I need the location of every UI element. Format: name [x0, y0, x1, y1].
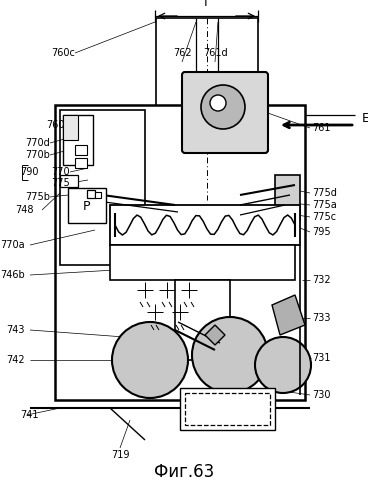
Text: 746b: 746b: [0, 270, 25, 280]
Bar: [63, 115, 78, 140]
Text: 733: 733: [312, 313, 330, 323]
Text: 790: 790: [20, 167, 39, 177]
Text: 775a: 775a: [312, 200, 337, 210]
Bar: [180, 388, 275, 430]
Text: 731: 731: [312, 353, 330, 363]
Text: 770a: 770a: [0, 240, 25, 250]
Bar: [275, 175, 300, 220]
Text: I: I: [204, 0, 208, 9]
Bar: [75, 158, 87, 168]
Bar: [110, 245, 295, 280]
Bar: [60, 175, 78, 187]
Text: 730: 730: [312, 390, 330, 400]
Text: 748: 748: [15, 205, 33, 215]
Bar: [87, 190, 95, 198]
Circle shape: [255, 337, 311, 393]
Text: 775b: 775b: [25, 192, 50, 202]
Circle shape: [210, 95, 226, 111]
Polygon shape: [205, 325, 225, 345]
Text: 732: 732: [312, 275, 330, 285]
Text: 761d: 761d: [203, 48, 227, 58]
Text: 760: 760: [46, 120, 65, 130]
Bar: [185, 393, 270, 425]
Bar: [75, 145, 87, 155]
Text: 762: 762: [173, 48, 191, 58]
Bar: [60, 110, 145, 265]
Text: 775d: 775d: [312, 188, 337, 198]
FancyBboxPatch shape: [182, 72, 268, 153]
Text: 775c: 775c: [312, 212, 336, 222]
Circle shape: [112, 322, 188, 398]
Text: 770b: 770b: [25, 150, 50, 160]
Text: Фиг.63: Фиг.63: [154, 463, 214, 481]
Polygon shape: [272, 295, 305, 335]
Text: 741: 741: [20, 410, 39, 420]
Circle shape: [192, 317, 268, 393]
Text: 743: 743: [7, 325, 25, 335]
Bar: [68, 188, 106, 223]
Text: E: E: [362, 111, 368, 124]
Bar: [185, 75, 265, 150]
Text: 760c: 760c: [51, 48, 75, 58]
Bar: [175, 280, 230, 360]
Text: 795: 795: [312, 227, 330, 237]
Bar: [55, 105, 305, 400]
Text: P: P: [83, 200, 91, 213]
Text: 770: 770: [52, 167, 70, 177]
Text: 742: 742: [6, 355, 25, 365]
Text: 761: 761: [312, 123, 330, 133]
Text: 770d: 770d: [25, 138, 50, 148]
Text: 719: 719: [111, 450, 129, 460]
Bar: [63, 115, 93, 165]
Text: 775: 775: [51, 178, 70, 188]
Bar: [110, 205, 300, 245]
Circle shape: [201, 85, 245, 129]
Bar: [95, 192, 101, 198]
